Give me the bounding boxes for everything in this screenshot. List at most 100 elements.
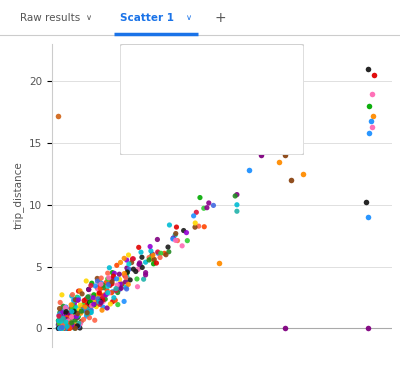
Point xyxy=(78,307,85,313)
Point xyxy=(122,273,128,279)
Point xyxy=(135,266,141,272)
Point xyxy=(63,325,70,331)
Point xyxy=(67,324,74,330)
Point xyxy=(109,270,116,276)
Point xyxy=(90,298,96,304)
Point xyxy=(97,299,103,304)
Point xyxy=(55,325,62,331)
Point xyxy=(79,291,85,297)
Point xyxy=(81,297,87,303)
Point xyxy=(83,278,90,284)
Point xyxy=(58,325,64,331)
Point xyxy=(112,297,118,303)
Point xyxy=(150,252,156,258)
Point xyxy=(71,314,77,320)
Point xyxy=(149,252,155,258)
Point xyxy=(71,303,78,309)
Point xyxy=(67,315,73,321)
Point xyxy=(93,295,99,301)
Point xyxy=(85,300,91,306)
Point xyxy=(64,313,70,319)
Point xyxy=(57,325,63,331)
Point xyxy=(110,273,117,279)
Point xyxy=(67,325,73,331)
Point xyxy=(72,297,78,303)
Point xyxy=(71,323,77,329)
Point xyxy=(153,260,160,266)
Point xyxy=(180,228,187,234)
Point xyxy=(105,282,112,287)
Point xyxy=(137,262,144,268)
Point xyxy=(69,292,76,297)
Point xyxy=(82,304,88,310)
Point xyxy=(174,238,181,244)
Point xyxy=(56,306,63,311)
Point xyxy=(75,288,82,294)
Point xyxy=(76,320,82,326)
Point xyxy=(100,299,106,304)
Text: ∨: ∨ xyxy=(86,13,92,22)
Point xyxy=(366,103,372,109)
Point xyxy=(130,256,136,262)
Point xyxy=(58,316,64,322)
Text: +: + xyxy=(214,11,226,25)
Point xyxy=(116,271,122,277)
Point xyxy=(183,230,190,235)
Point xyxy=(56,325,62,331)
Point xyxy=(93,299,99,305)
Point xyxy=(100,293,106,299)
Point xyxy=(92,294,98,300)
Point xyxy=(66,311,73,317)
Point xyxy=(59,325,65,331)
Text: Visualization: Visualization xyxy=(160,69,231,79)
Point xyxy=(97,287,103,293)
Point xyxy=(65,310,71,316)
Point xyxy=(95,296,101,302)
Point xyxy=(124,270,130,276)
Point xyxy=(107,301,114,307)
Point xyxy=(56,325,63,331)
Point xyxy=(88,307,94,313)
Point xyxy=(107,282,113,288)
Point xyxy=(69,308,76,314)
Point xyxy=(116,286,123,292)
Point xyxy=(148,248,154,254)
Point xyxy=(63,319,69,325)
Point xyxy=(83,313,90,319)
Point xyxy=(63,317,69,323)
Point xyxy=(276,159,282,165)
Point xyxy=(87,299,94,305)
Point xyxy=(149,251,156,257)
Point xyxy=(234,192,240,197)
Point xyxy=(73,314,80,320)
Point xyxy=(94,278,101,284)
Point xyxy=(61,322,68,328)
Point xyxy=(85,294,92,300)
Point xyxy=(123,275,129,280)
Point xyxy=(71,306,78,312)
Point xyxy=(59,292,65,298)
Text: { }: { } xyxy=(136,130,153,140)
Point xyxy=(59,324,66,330)
Point xyxy=(56,325,62,331)
Point xyxy=(139,265,146,270)
Point xyxy=(99,307,105,313)
Point xyxy=(62,325,69,331)
Point xyxy=(111,270,118,276)
Point xyxy=(134,284,141,290)
Point xyxy=(68,308,75,314)
Point xyxy=(74,314,80,320)
Point xyxy=(94,294,100,300)
Point xyxy=(246,167,252,173)
Point xyxy=(87,293,94,299)
Point xyxy=(161,251,168,256)
Point xyxy=(165,244,171,250)
Point xyxy=(63,315,70,321)
Point xyxy=(100,297,106,303)
Point xyxy=(124,286,130,292)
Point xyxy=(125,282,132,287)
Point xyxy=(84,310,90,315)
Point xyxy=(150,256,156,262)
Point xyxy=(88,308,94,314)
Point xyxy=(56,325,62,331)
